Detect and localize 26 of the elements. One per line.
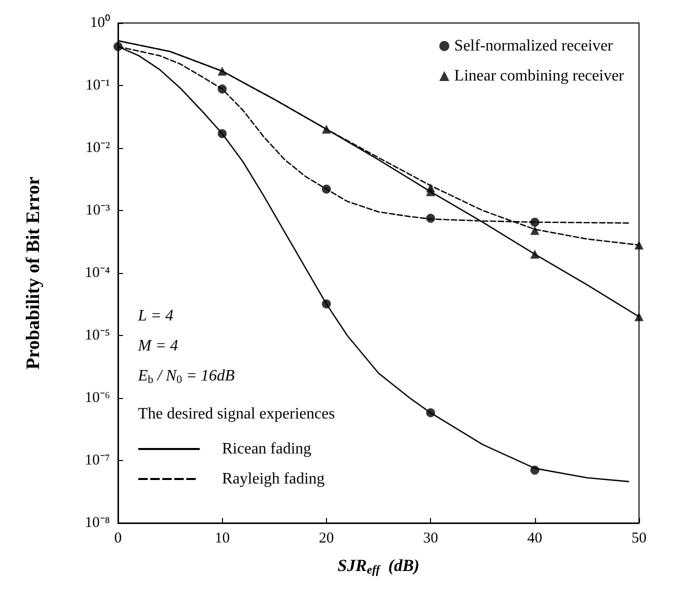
x-tick-label: 10	[214, 530, 230, 546]
y-tick-label: 10⁻²	[86, 140, 110, 156]
x-tick-label: 20	[318, 530, 334, 546]
y-axis-title: Probability of Bit Error	[23, 176, 44, 370]
annotation: L = 4	[137, 308, 174, 324]
x-tick-label: 40	[527, 530, 542, 546]
x-tick-label: 50	[632, 530, 646, 546]
point	[530, 226, 540, 235]
y-tick-label: 10⁻⁷	[84, 452, 110, 468]
y-tick-label: 10⁻⁸	[84, 515, 110, 531]
y-tick-label: 10⁻¹	[86, 78, 110, 94]
x-tick-label: 30	[423, 530, 438, 546]
x-tick-label: 0	[114, 530, 122, 546]
y-tick-label: 10⁻⁴	[84, 265, 110, 281]
legend-label: Rayleigh fading	[222, 470, 325, 488]
annotation: M = 4	[137, 338, 178, 354]
legend-label: Ricean fading	[222, 440, 312, 458]
y-tick-label: 10⁻⁵	[84, 328, 110, 344]
annotation: The desired signal experiences	[138, 406, 335, 422]
legend-label: Self-normalized receiver	[454, 38, 614, 54]
point	[634, 312, 644, 322]
y-tick-label: 10⁻⁶	[84, 390, 110, 406]
y-tick-label: 10⁻³	[86, 202, 110, 218]
legend-label: Linear combining receiver	[454, 68, 625, 84]
y-tick-label: 10⁰	[90, 14, 110, 31]
point	[634, 240, 644, 250]
